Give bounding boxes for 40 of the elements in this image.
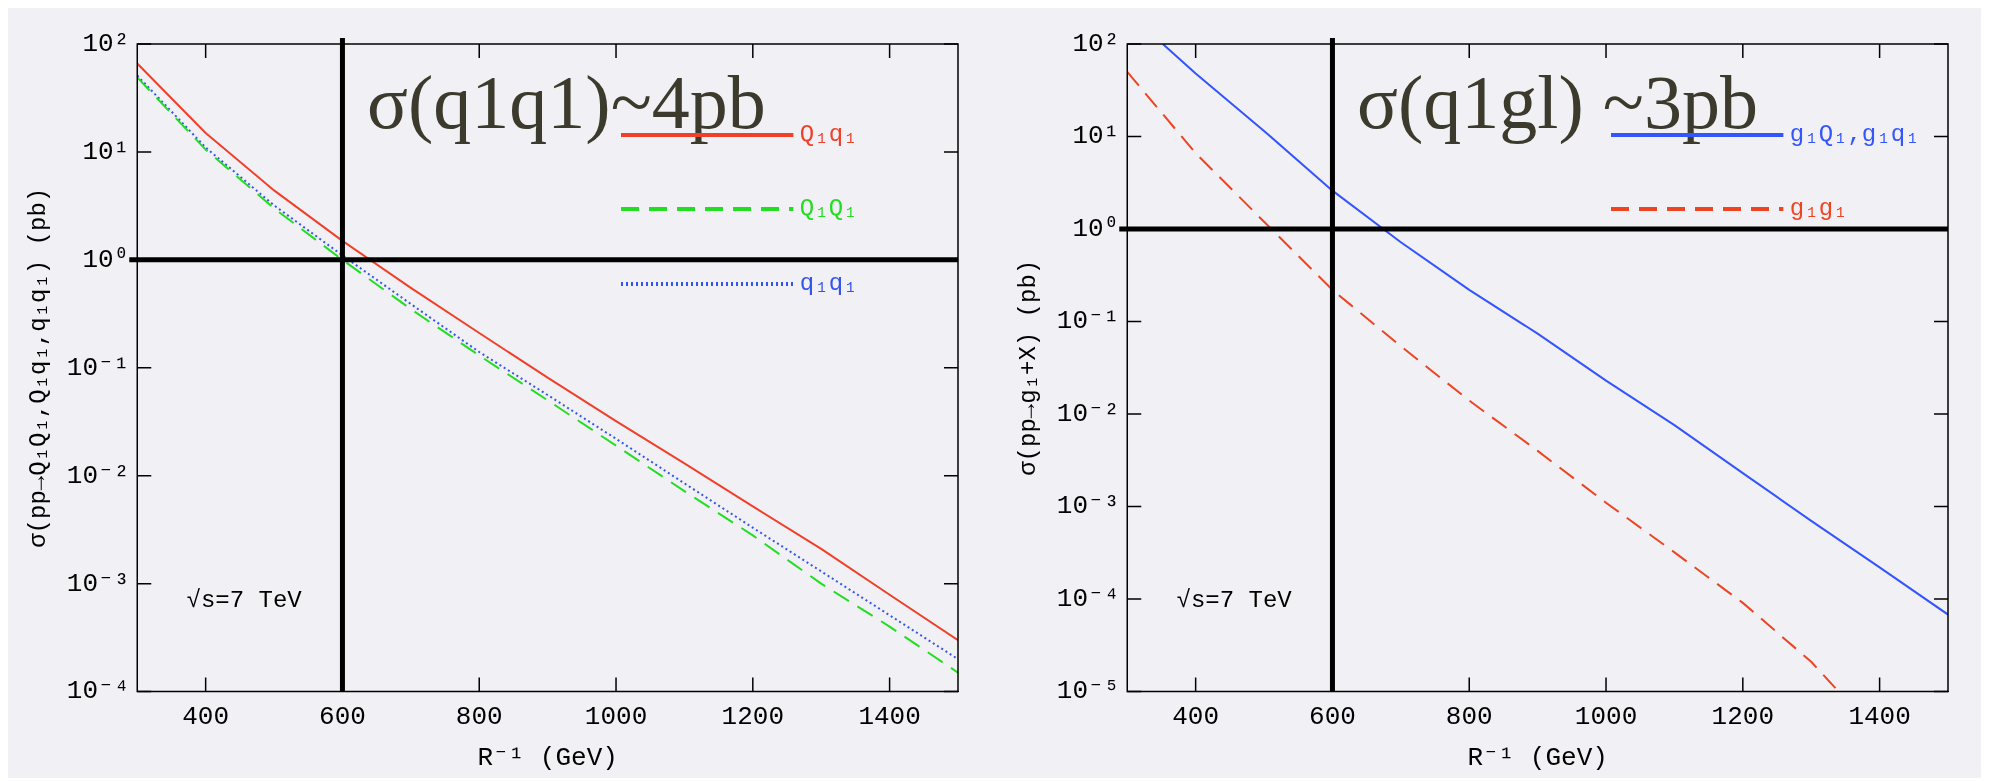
- x-tick-label: 1200: [1711, 702, 1775, 733]
- y-tick-label: 10²: [1072, 28, 1120, 59]
- annotation: σ(q1q1)~4pb: [367, 60, 766, 146]
- y-tick-label: 10⁻¹: [66, 352, 130, 383]
- annotation: σ(q1gl) ~3pb: [1357, 60, 1758, 146]
- y-tick-label: 10⁰: [1072, 213, 1120, 244]
- y-tick-label: 10⁻⁵: [1056, 676, 1120, 707]
- text: g₁g₁: [1789, 195, 1848, 224]
- y-axis-title: σ(pp→Q₁Q₁,Q₁q₁,q₁q₁) (pb): [24, 187, 52, 548]
- x-tick-label: 1200: [721, 702, 785, 733]
- y-tick-label: 10⁻²: [1056, 398, 1120, 429]
- y-axis-title: σ(pp→g₁+X) (pb): [1014, 259, 1042, 476]
- y-tick-label: 10²: [82, 28, 130, 59]
- x-tick-label: 1400: [858, 702, 921, 733]
- y-tick-label: 10⁻³: [1056, 491, 1120, 522]
- x-tick-label: 600: [319, 702, 366, 733]
- x-tick-label: 600: [1309, 702, 1356, 733]
- x-axis-title: R⁻¹ (GeV): [1467, 743, 1608, 774]
- text: Q₁q₁: [799, 120, 858, 149]
- y-tick-label: 10¹: [82, 136, 130, 167]
- text: q₁q₁: [799, 269, 858, 298]
- x-axis-title: R⁻¹ (GeV): [477, 743, 618, 774]
- text: g₁Q₁,g₁q₁: [1789, 120, 1920, 149]
- y-tick-label: 10⁻³: [66, 568, 130, 599]
- y-tick-label: 10⁻⁴: [1056, 583, 1120, 614]
- annotation: √s=7 TeV: [1176, 587, 1293, 615]
- annotation: √s=7 TeV: [186, 587, 303, 615]
- y-tick-label: 10⁻²: [66, 460, 130, 491]
- text: Q₁Q₁: [799, 195, 858, 224]
- x-tick-label: 1400: [1848, 702, 1911, 733]
- x-tick-label: 400: [182, 702, 230, 733]
- y-tick-label: 10⁻¹: [1056, 306, 1120, 337]
- x-tick-label: 400: [1172, 702, 1220, 733]
- x-tick-label: 800: [1445, 702, 1493, 733]
- x-tick-label: 800: [455, 702, 503, 733]
- y-tick-label: 10⁻⁴: [66, 676, 130, 707]
- x-tick-label: 1000: [1574, 702, 1638, 733]
- y-tick-label: 10¹: [1072, 121, 1120, 152]
- y-tick-label: 10⁰: [82, 244, 130, 275]
- x-tick-label: 1000: [584, 702, 648, 733]
